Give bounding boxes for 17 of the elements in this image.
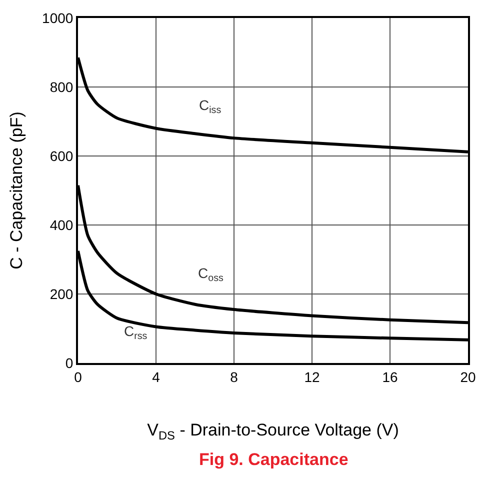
y-tick-label: 600 bbox=[50, 148, 74, 164]
y-tick-label: 0 bbox=[65, 354, 74, 371]
series-label: C$_{rss}$ bbox=[124, 323, 148, 342]
x-axis-title: V$_{DS}$ - Drain-to-Source Voltage (V) bbox=[147, 420, 399, 442]
x-tick-label: 4 bbox=[152, 368, 160, 385]
y-axis-title: C - Capacitance (pF) bbox=[7, 112, 26, 270]
y-tick-label: 400 bbox=[50, 216, 74, 233]
x-tick-label: 8 bbox=[230, 368, 238, 385]
series-label: C$_{oss}$ bbox=[198, 265, 224, 284]
y-tick-label: 800 bbox=[50, 78, 74, 95]
y-tick-label: 1000 bbox=[42, 10, 74, 26]
text: Fig 9. Capacitance bbox=[199, 450, 348, 469]
series-label: C$_{iss}$ bbox=[199, 97, 222, 116]
x-tick-label: 12 bbox=[304, 368, 320, 385]
x-tick-label: 20 bbox=[460, 368, 476, 385]
x-tick-label: 16 bbox=[382, 368, 398, 385]
y-tick-label: 200 bbox=[50, 286, 74, 302]
